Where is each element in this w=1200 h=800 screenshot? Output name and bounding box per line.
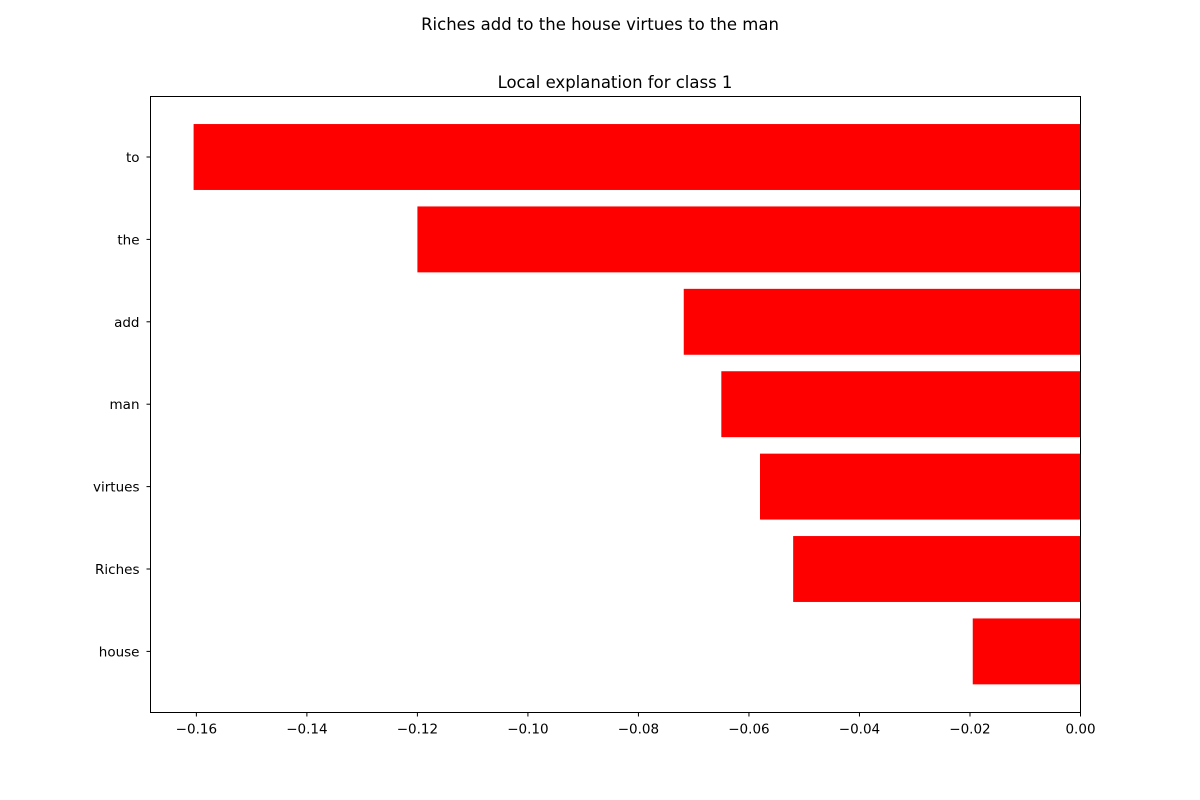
x-tick-label: −0.10 (507, 722, 548, 738)
x-axis-ticks: −0.16 −0.14 −0.12 −0.10 −0.08 −0.06 −0.04 −0.02… (176, 712, 1096, 738)
y-tick-label: virtues (93, 480, 139, 496)
y-tick-label: house (99, 644, 140, 660)
x-tick-label: −0.12 (397, 722, 438, 738)
bar-virtues (760, 453, 1081, 520)
x-tick-label: −0.06 (728, 722, 769, 738)
bar-house (972, 618, 1081, 685)
y-tick-label: the (117, 232, 139, 248)
bar-riches (793, 536, 1081, 602)
figure-suptitle: Riches add to the house virtues to the m… (421, 15, 779, 34)
bar-add (683, 288, 1081, 355)
bars-group (193, 124, 1081, 685)
bar-the (417, 206, 1081, 273)
y-tick-label: Riches (95, 562, 139, 578)
y-axis-ticks: to the add man virtues Riches house (93, 150, 151, 660)
y-tick-label: add (114, 315, 139, 331)
axes-frame (150, 96, 1081, 713)
x-tick-label: −0.02 (949, 722, 990, 738)
chart-title: Local explanation for class 1 (498, 73, 733, 92)
x-tick-label: −0.04 (839, 722, 880, 738)
y-tick-label: to (126, 150, 140, 166)
bar-man (721, 371, 1081, 438)
x-tick-label: −0.14 (286, 722, 327, 738)
y-tick-label: man (110, 397, 140, 413)
x-tick-label: −0.08 (618, 722, 659, 738)
bar-to (193, 124, 1081, 190)
x-tick-label: 0.00 (1065, 722, 1095, 738)
x-tick-label: −0.16 (176, 722, 217, 738)
